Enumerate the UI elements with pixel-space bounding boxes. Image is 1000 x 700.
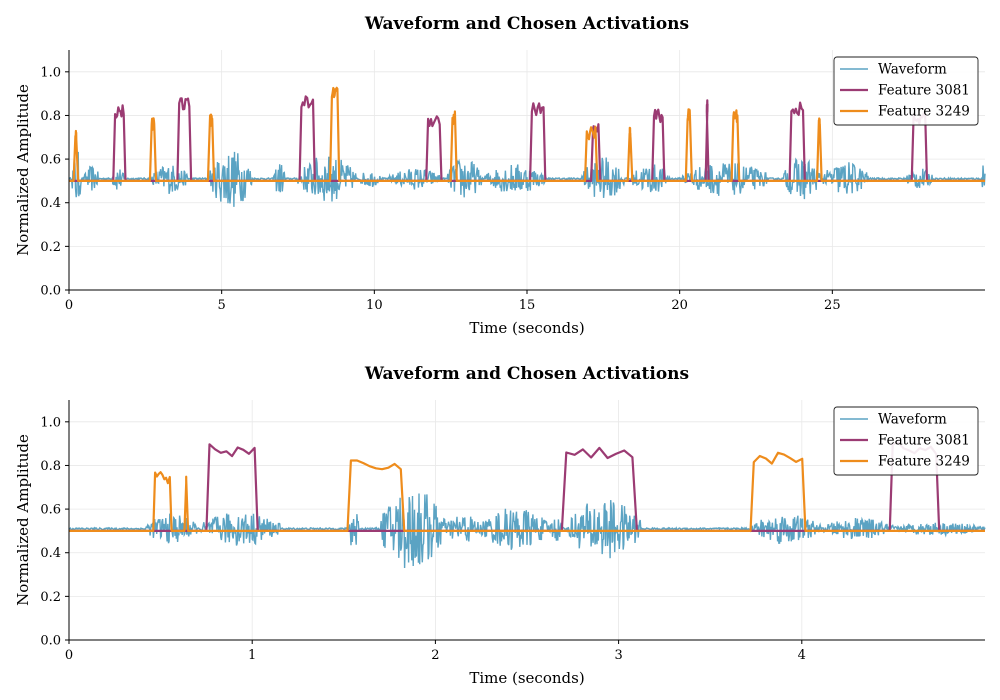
y-tick-label: 0.2 (40, 240, 61, 255)
legend-frame (833, 56, 979, 126)
legend-label: Waveform (878, 62, 947, 78)
x-axis-label: Time (seconds) (469, 669, 584, 687)
y-axis-label: Normalized Amplitude (14, 434, 32, 606)
series-line-feature-3249 (69, 451, 985, 533)
y-axis-label: Normalized Amplitude (14, 84, 32, 256)
y-tick-label: 0.8 (40, 109, 61, 124)
x-tick-label: 15 (519, 298, 536, 313)
legend-label: Feature 3081 (878, 83, 970, 99)
y-tick-label: 1.0 (40, 415, 61, 430)
x-tick-label: 20 (671, 298, 688, 313)
legend: Waveform Feature 3081 Feature 3249 (833, 406, 979, 476)
x-axis-label: Time (seconds) (469, 319, 584, 337)
x-tick-label: 0 (65, 298, 73, 313)
chart-bottom: Waveform and Chosen Activations 0 1 2 3 4 0.0… (14, 364, 986, 687)
series-line-feature-3249 (69, 86, 985, 183)
x-tick-label: 4 (798, 648, 806, 663)
chart-top: Waveform and Chosen Activations 0 5 10 15 20… (14, 14, 986, 337)
legend-label: Feature 3081 (878, 433, 970, 449)
y-tick-label: 0.0 (40, 634, 61, 649)
series-line-waveform (68, 151, 986, 207)
legend: Waveform Feature 3081 Feature 3249 (833, 56, 979, 126)
legend-frame (833, 406, 979, 476)
legend-label: Feature 3249 (878, 104, 970, 120)
x-tick-label: 1 (248, 648, 256, 663)
y-tick-label: 0.4 (40, 546, 61, 561)
x-tick-label: 25 (824, 298, 841, 313)
chart-title: Waveform and Chosen Activations (364, 364, 689, 384)
y-tick-label: 0.4 (40, 196, 61, 211)
y-tick-label: 0.0 (40, 284, 61, 299)
y-tick-label: 0.8 (40, 459, 61, 474)
x-tick-label: 2 (431, 648, 439, 663)
x-tick-label: 10 (366, 298, 383, 313)
y-tick-label: 0.2 (40, 590, 61, 605)
y-tick-label: 1.0 (40, 65, 61, 80)
plot-area: 0 1 2 3 4 0.0 0.2 0.4 0.6 0.8 1.0 Waveform Feature 3… (40, 400, 986, 663)
legend-label: Feature 3249 (878, 454, 970, 470)
y-tick-label: 0.6 (40, 503, 61, 518)
legend-label: Waveform (878, 412, 947, 428)
x-tick-label: 3 (614, 648, 622, 663)
y-tick-label: 0.6 (40, 153, 61, 168)
x-tick-label: 5 (218, 298, 226, 313)
plot-area: 0 5 10 15 20 25 0.0 0.2 0.4 0.6 0.8 1.0 Waveform Feat… (40, 50, 986, 313)
x-tick-label: 0 (65, 648, 73, 663)
chart-title: Waveform and Chosen Activations (364, 14, 689, 34)
